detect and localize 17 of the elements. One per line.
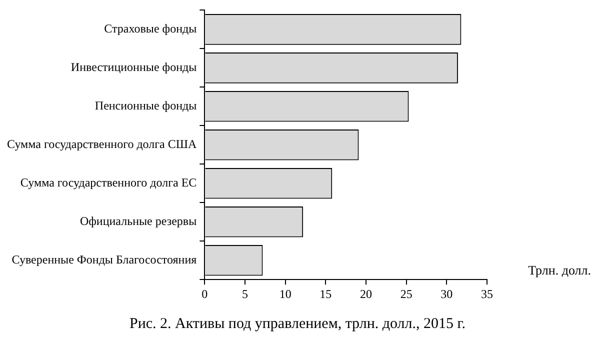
- y-tick-label: Официальные резервы: [80, 214, 197, 228]
- y-tick-label: Пенсионные фонды: [94, 98, 197, 113]
- y-tick-label: Сумма государственного долга США: [6, 137, 197, 152]
- x-tick-label: 30: [440, 286, 453, 301]
- x-tick-label: 0: [202, 286, 208, 301]
- x-tick-label: 5: [242, 286, 248, 301]
- x-axis-title: Трлн. долл.: [528, 262, 591, 278]
- x-tick-label: 35: [481, 286, 493, 301]
- y-tick-label: Суверенные Фонды Благосостояния: [12, 252, 198, 267]
- x-tick-label: 20: [360, 286, 372, 301]
- y-tick-label: Инвестиционные фонды: [70, 60, 197, 74]
- y-tick-label: Страховые фонды: [104, 22, 197, 36]
- x-tick-label: 15: [320, 286, 332, 301]
- x-tick-label: 10: [279, 286, 292, 301]
- text: Рис. 2. Активы под управлением, трлн. долл., 2015 г.: [128, 316, 466, 333]
- y-tick-label: Сумма государственного долга ЕС: [20, 176, 197, 190]
- x-tick-label: 25: [400, 286, 412, 301]
